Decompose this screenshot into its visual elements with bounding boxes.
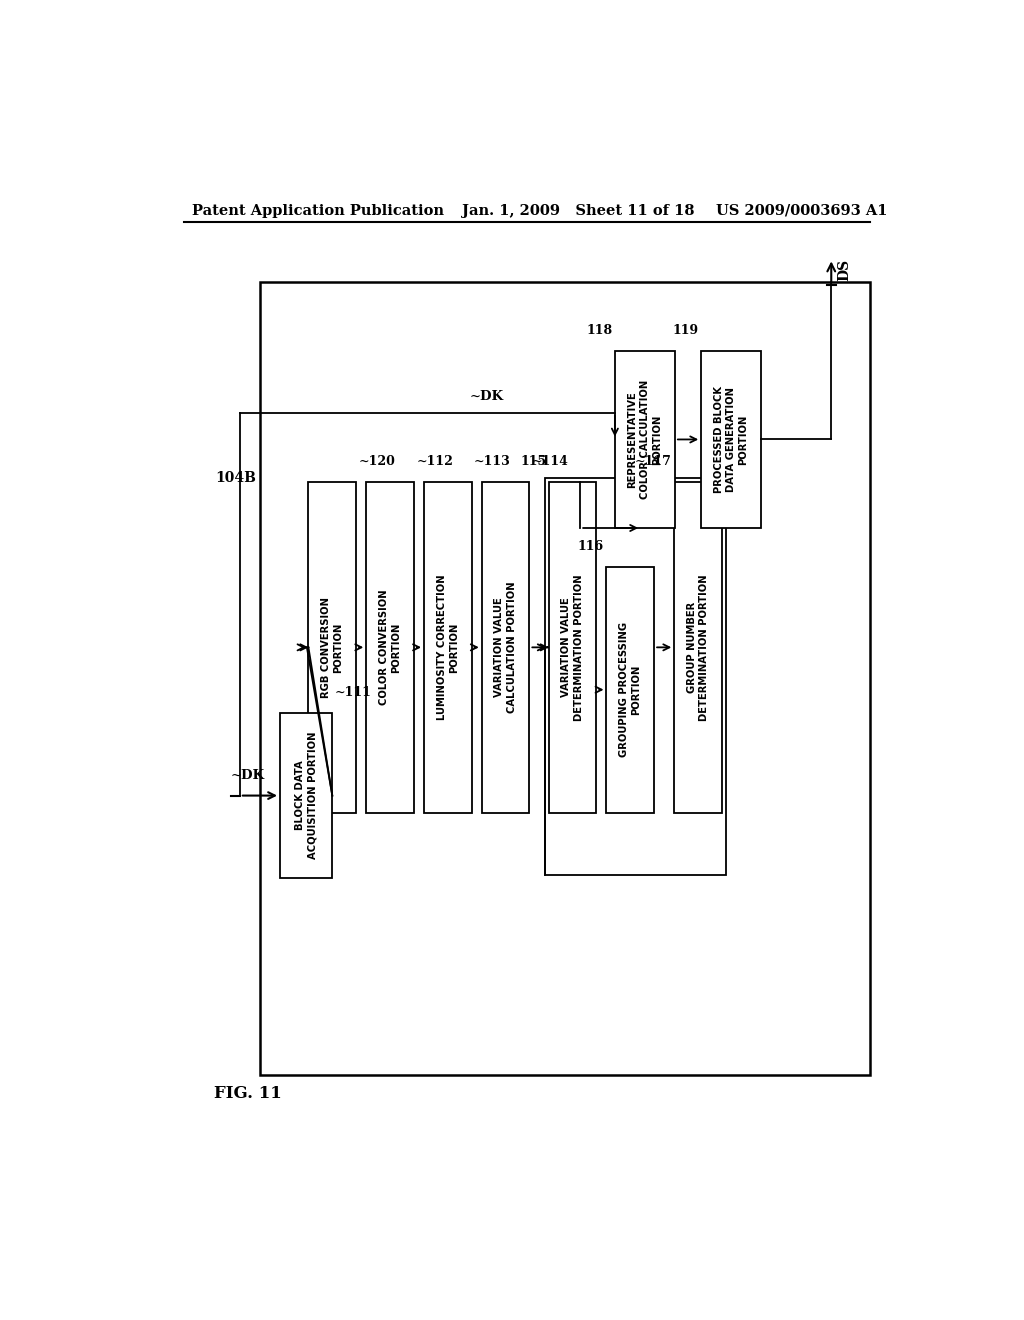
Text: ~113: ~113: [474, 455, 511, 469]
Bar: [367, 482, 414, 813]
Text: 115: 115: [520, 455, 547, 469]
Bar: [606, 566, 654, 813]
Bar: [280, 713, 333, 878]
Text: ~120: ~120: [358, 455, 395, 469]
Text: RGB CONVERSION
PORTION: RGB CONVERSION PORTION: [322, 597, 343, 698]
Bar: [424, 482, 472, 813]
Text: 116: 116: [578, 540, 604, 553]
Bar: [701, 351, 761, 528]
Bar: [614, 351, 675, 528]
Text: BLOCK DATA
ACQUISITION PORTION: BLOCK DATA ACQUISITION PORTION: [295, 731, 317, 859]
Text: ~DK: ~DK: [469, 391, 504, 404]
Bar: [481, 482, 529, 813]
Text: US 2009/0003693 A1: US 2009/0003693 A1: [716, 203, 887, 218]
Bar: [674, 482, 722, 813]
Text: FIG. 11: FIG. 11: [214, 1085, 282, 1102]
Text: ~112: ~112: [416, 455, 453, 469]
Text: Jan. 1, 2009   Sheet 11 of 18: Jan. 1, 2009 Sheet 11 of 18: [462, 203, 694, 218]
Bar: [260, 281, 869, 1074]
Text: 104B: 104B: [215, 471, 256, 484]
Text: VARIATION VALUE
CALCULATION PORTION: VARIATION VALUE CALCULATION PORTION: [495, 582, 517, 713]
Text: ~111: ~111: [335, 686, 372, 700]
Bar: [549, 482, 596, 813]
Text: ~114: ~114: [531, 455, 568, 469]
Text: GROUP NUMBER
DETERMINATION PORTION: GROUP NUMBER DETERMINATION PORTION: [687, 574, 710, 721]
Text: COLOR CONVERSION
PORTION: COLOR CONVERSION PORTION: [379, 590, 401, 705]
Bar: [545, 478, 726, 875]
Text: DS: DS: [838, 259, 851, 281]
Text: REPRESENTATIVE
COLOR CALCULATION
PORTION: REPRESENTATIVE COLOR CALCULATION PORTION: [628, 380, 663, 499]
Text: ~117: ~117: [635, 455, 672, 469]
Text: Patent Application Publication: Patent Application Publication: [193, 203, 444, 218]
Text: GROUPING PROCESSING
PORTION: GROUPING PROCESSING PORTION: [620, 622, 641, 758]
Text: PROCESSED BLOCK
DATA GENERATION
PORTION: PROCESSED BLOCK DATA GENERATION PORTION: [714, 385, 749, 492]
Bar: [308, 482, 356, 813]
Text: VARIATION VALUE
DETERMINATION PORTION: VARIATION VALUE DETERMINATION PORTION: [561, 574, 584, 721]
Text: 119: 119: [673, 323, 698, 337]
Text: LUMINOSITY CORRECTION
PORTION: LUMINOSITY CORRECTION PORTION: [436, 574, 459, 721]
Text: ~DK: ~DK: [230, 768, 265, 781]
Text: 118: 118: [587, 323, 612, 337]
